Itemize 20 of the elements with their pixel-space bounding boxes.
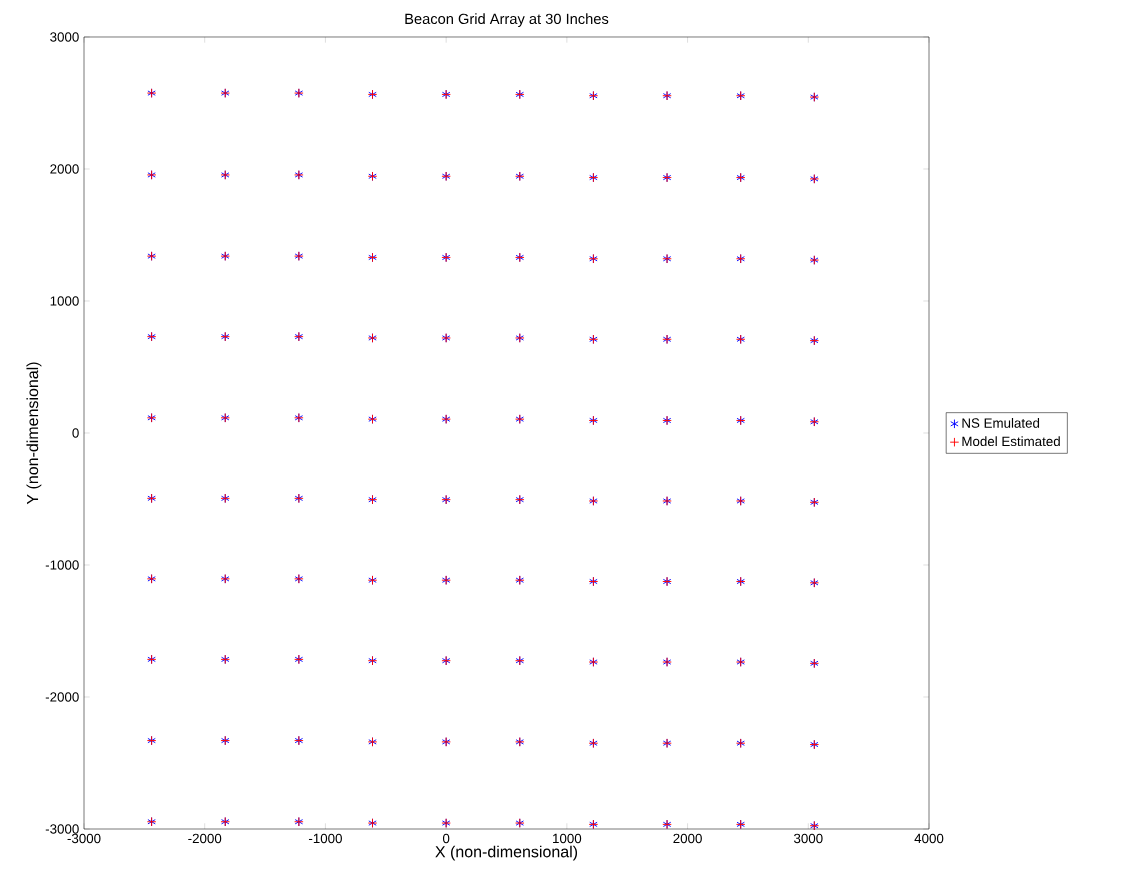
x-tick-label: 3000 [793, 833, 823, 844]
legend-label: Model Estimated [962, 436, 1060, 447]
x-tick-label: 1000 [553, 833, 582, 844]
y-tick-label: 1000 [50, 296, 79, 306]
y-tick-label: -1000 [45, 560, 79, 570]
x-axis-title: X (non-dimensional) [435, 845, 578, 861]
y-tick-label: -3000 [45, 824, 79, 834]
chart-title: Beacon Grid Array at 30 Inches [405, 13, 609, 27]
y-axis-title: Y (non-dimensional) [26, 362, 42, 505]
y-tick-label: 2000 [50, 164, 79, 174]
y-tick-label: 3000 [50, 32, 79, 42]
x-tick-label: 4000 [914, 833, 944, 844]
x-tick-label: 0 [442, 833, 450, 844]
legend-label: NS Emulated [962, 418, 1040, 428]
x-tick-label: -1000 [308, 833, 342, 844]
x-tick-label: -2000 [188, 833, 222, 844]
x-tick-label: 2000 [673, 833, 702, 844]
y-tick-label: 0 [72, 428, 79, 438]
x-tick-label: -3000 [67, 833, 101, 844]
y-tick-label: -2000 [45, 692, 79, 702]
